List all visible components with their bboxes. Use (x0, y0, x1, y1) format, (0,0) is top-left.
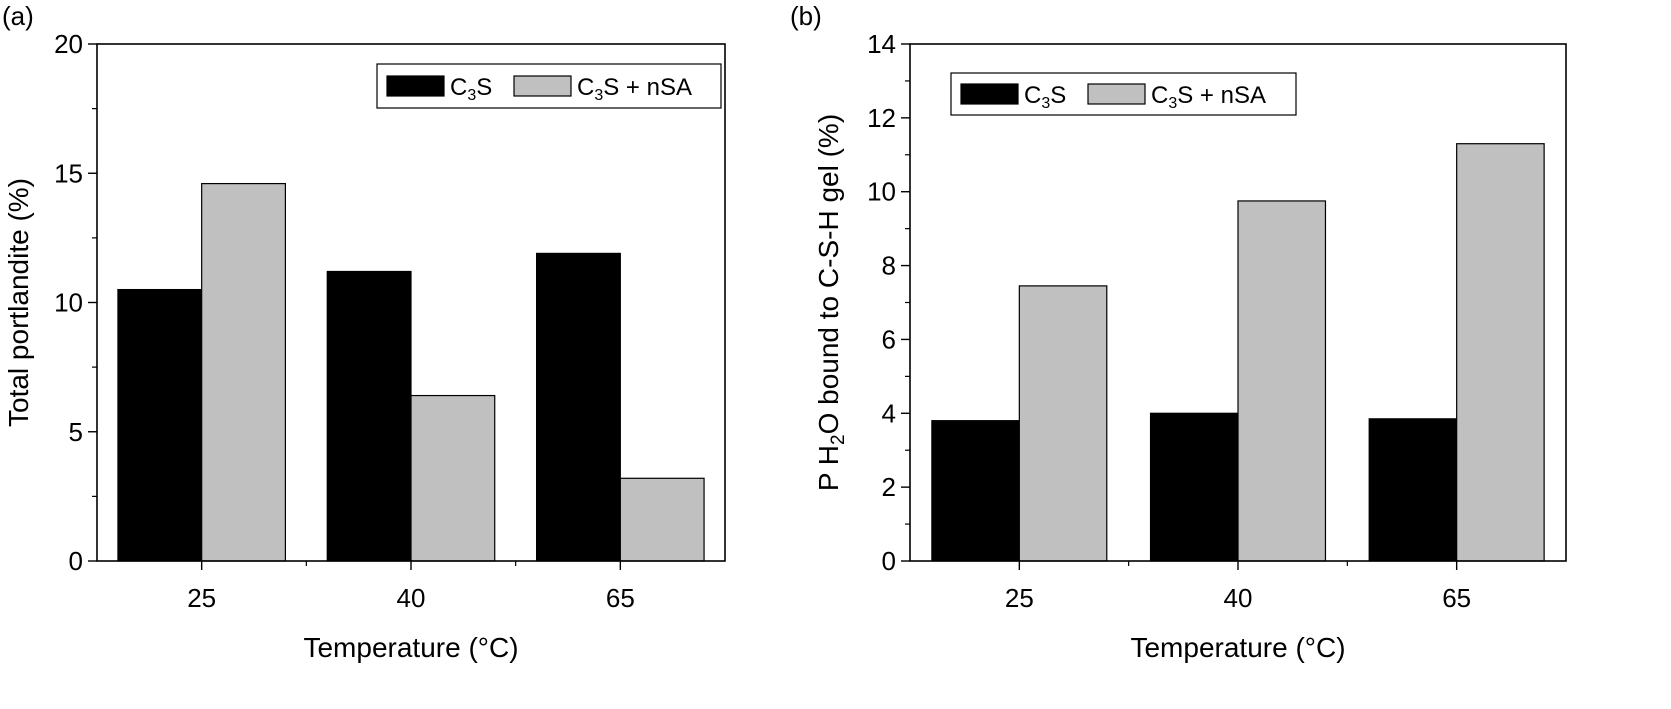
legend-label-sub: 3 (467, 87, 476, 104)
legend-label-c3s-nsa: C3S + nSA (1151, 82, 1266, 112)
y-axis-title: P H2O bound to C-S-H gel (%) (813, 114, 849, 491)
bar-c3s-nsa-65 (619, 477, 705, 562)
bar-c3s-25 (117, 288, 203, 562)
legend-label-part: S (476, 74, 492, 101)
y-tick-label: 0 (69, 546, 83, 576)
bar-c3s-65 (1368, 418, 1458, 562)
x-tick-label: 25 (1005, 583, 1034, 613)
legend-label-part: C (1024, 82, 1041, 109)
legend-label-part: C (577, 74, 594, 101)
legend-label-part: C (450, 74, 467, 101)
y-axis-title-sub: 2 (828, 434, 849, 445)
y-tick-label: 10 (54, 288, 83, 318)
y-tick-label: 6 (882, 324, 896, 354)
legend: C3S C3S + nSA (376, 63, 722, 109)
x-axis-title: Temperature (°C) (1130, 632, 1345, 663)
legend-swatch-c3s (960, 83, 1019, 105)
bar-c3s-nsa-40 (410, 394, 496, 562)
legend-label-sub: 3 (1041, 95, 1050, 112)
legend: C3S C3S + nSA (950, 72, 1297, 116)
legend-label-c3s: C3S (450, 74, 492, 104)
bar-c3s-25 (931, 420, 1020, 562)
chart-panel-a: (a) 0 5 10 15 20 25 40 65 Temperature (°C) Total p… (2, 1, 726, 663)
legend-label-part: C (1151, 82, 1168, 109)
x-tick-label: 25 (187, 583, 216, 613)
y-axis-title-part: P H (813, 445, 844, 491)
legend-label-part: S + nSA (1177, 82, 1266, 109)
x-axis-title: Temperature (°C) (303, 632, 518, 663)
y-tick-label: 15 (54, 158, 83, 188)
legend-label-sub: 3 (1168, 95, 1177, 112)
legend-swatch-c3s-nsa (1087, 83, 1146, 105)
y-tick-label: 14 (867, 29, 896, 59)
y-tick-label: 4 (882, 398, 896, 428)
legend-label-part: S (1050, 82, 1066, 109)
bar-c3s-nsa-25 (1018, 285, 1108, 562)
y-tick-label: 5 (69, 417, 83, 447)
legend-swatch-c3s (386, 75, 445, 97)
legend-label-c3s: C3S (1024, 82, 1066, 112)
legend-swatch-c3s-nsa (513, 75, 572, 97)
bar-c3s-nsa-40 (1237, 200, 1327, 562)
bar-c3s-65 (535, 252, 621, 562)
x-tick-label: 65 (606, 583, 635, 613)
y-tick-label: 2 (882, 472, 896, 502)
legend-label-c3s-nsa: C3S + nSA (577, 74, 692, 104)
x-tick-label: 40 (397, 583, 426, 613)
y-tick-label: 8 (882, 251, 896, 281)
bar-c3s-nsa-25 (201, 182, 287, 562)
legend-label-sub: 3 (594, 87, 603, 104)
y-tick-label: 10 (867, 177, 896, 207)
panel-label: (b) (790, 1, 822, 31)
bar-c3s-40 (326, 270, 412, 562)
x-tick-label: 65 (1442, 583, 1471, 613)
x-tick-label: 40 (1224, 583, 1253, 613)
y-tick-label: 12 (867, 103, 896, 133)
y-axis-title-part: O bound to C-S-H gel (%) (813, 114, 844, 435)
panel-label: (a) (2, 1, 34, 31)
y-tick-label: 20 (54, 29, 83, 59)
bar-c3s-nsa-65 (1456, 143, 1545, 562)
y-tick-label: 0 (882, 546, 896, 576)
bar-c3s-40 (1149, 412, 1239, 562)
y-axis-title: Total portlandite (%) (3, 178, 34, 427)
legend-label-part: S + nSA (603, 74, 692, 101)
